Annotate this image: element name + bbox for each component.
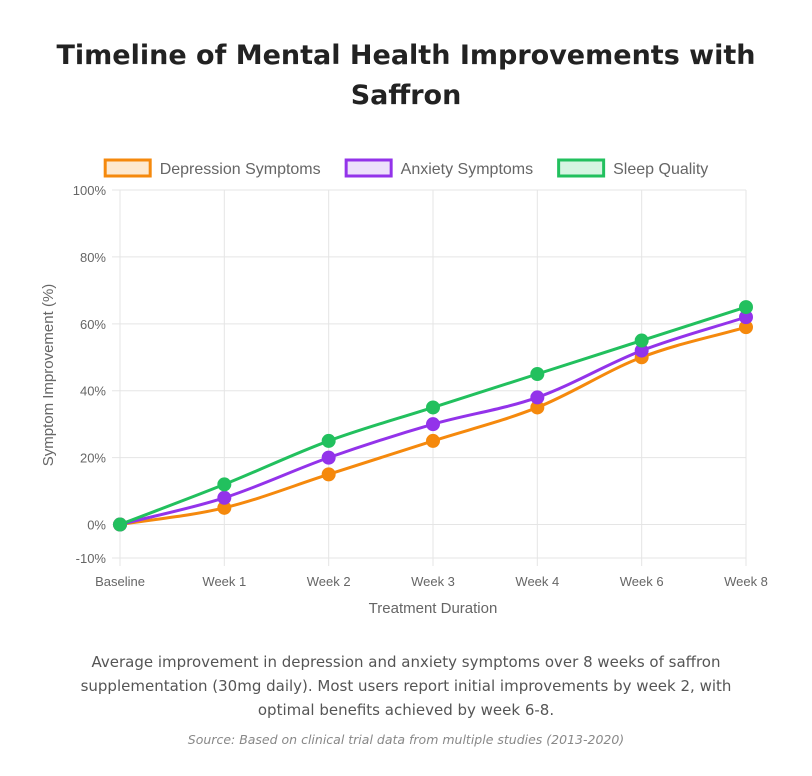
legend-label: Sleep Quality (613, 161, 708, 178)
x-tick-label: Week 6 (620, 574, 664, 589)
y-tick-label: 40% (80, 384, 106, 399)
legend-swatch (557, 158, 606, 178)
x-axis: Baseline Week 1 Week 2 Week 3 Week 4 Week 6 We… (95, 574, 768, 589)
y-tick-label: 20% (80, 451, 106, 466)
data-point (530, 367, 545, 381)
data-point (113, 517, 127, 532)
x-tick-label: Week 3 (411, 574, 455, 589)
legend-swatch (103, 158, 152, 178)
chart-title: Timeline of Mental Health Improvements w… (0, 36, 812, 116)
legend-item: Anxiety Symptoms (344, 158, 533, 178)
legend-label: Depression Symptoms (160, 161, 321, 178)
chart-caption: Average improvement in depression and an… (80, 653, 732, 719)
y-tick-label: -10% (76, 551, 107, 566)
data-point (426, 433, 440, 448)
y-axis: -10% 0% 20% 40% 60% 80% 100% (73, 183, 107, 566)
x-tick-label: Baseline (95, 574, 145, 589)
y-tick-label: 100% (73, 183, 107, 198)
x-tick-label: Week 1 (202, 574, 246, 589)
data-point (217, 477, 232, 492)
series-anxiety-symptoms (113, 310, 753, 532)
y-tick-label: 80% (80, 250, 106, 265)
legend-label: Anxiety Symptoms (401, 161, 533, 178)
legend-item: Sleep Quality (557, 158, 708, 178)
legend-item: Depression Symptoms (103, 158, 321, 178)
chart-legend: Depression Symptoms Anxiety Symptoms Sleep… (103, 158, 708, 178)
series-sleep-quality (113, 300, 753, 532)
data-point (321, 433, 336, 448)
chart-source-note: Source: Based on clinical trial data fro… (187, 732, 625, 747)
data-point (634, 333, 649, 348)
data-point (321, 467, 336, 482)
data-point (739, 300, 753, 315)
x-tick-label: Week 4 (515, 574, 559, 589)
chart-title-line-2: Saffron (350, 80, 462, 111)
data-point (426, 417, 440, 432)
line-chart: Depression Symptoms Anxiety Symptoms Sleep… (40, 158, 768, 617)
data-point (321, 450, 336, 465)
y-axis-title: Symptom Improvement (%) (40, 284, 57, 467)
data-point (426, 400, 440, 415)
data-point (217, 490, 232, 505)
x-tick-label: Week 2 (307, 574, 351, 589)
chart-title-line-1: Timeline of Mental Health Improvements w… (56, 40, 756, 71)
x-axis-title: Treatment Duration (369, 600, 498, 617)
y-tick-label: 60% (80, 317, 106, 332)
y-tick-label: 0% (87, 518, 106, 533)
x-tick-label: Week 8 (724, 574, 768, 589)
chart-grid (112, 189, 747, 566)
data-point (530, 390, 545, 405)
legend-swatch (344, 158, 393, 178)
chart-series (113, 300, 753, 532)
